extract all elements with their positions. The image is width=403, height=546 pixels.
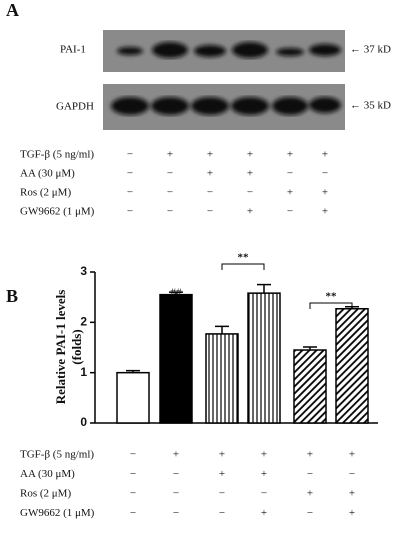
treatment-sign: − (287, 168, 293, 180)
y-tick-label: 2 (80, 315, 87, 329)
treatment-sign: − (219, 507, 225, 519)
treatment-sign: − (167, 168, 173, 180)
treatment-sign: + (287, 187, 293, 199)
treatment-sign: − (130, 468, 136, 480)
treatment-label: GW9662 (1 μM) (20, 507, 95, 519)
treatment-sign: − (287, 206, 293, 218)
treatment-sign: + (322, 149, 328, 161)
bar (247, 292, 281, 424)
treatment-sign: − (173, 488, 179, 500)
y-tick-label: 1 (80, 365, 87, 379)
treatment-sign: − (127, 206, 133, 218)
bar (116, 371, 150, 424)
treatment-sign: + (287, 149, 293, 161)
treatment-sign: − (127, 187, 133, 199)
treatment-label: AA (30 μM) (20, 168, 75, 180)
bracket (221, 263, 265, 270)
treatment-sign: − (219, 488, 225, 500)
annotation: ## (171, 287, 183, 299)
treatment-sign: + (307, 449, 313, 461)
treatment-sign: + (207, 149, 213, 161)
treatment-sign: + (173, 449, 179, 461)
treatment-sign: + (322, 187, 328, 199)
treatment-label: Ros (2 μM) (20, 187, 71, 199)
y-axis-label: Relative PAI-1 levels (53, 290, 68, 405)
treatment-sign: − (349, 468, 355, 480)
treatment-sign: + (247, 149, 253, 161)
treatment-label: AA (30 μM) (20, 468, 75, 480)
treatment-sign: − (167, 206, 173, 218)
treatment-sign: − (167, 187, 173, 199)
blot-label: PAI-1 (60, 44, 86, 56)
treatment-sign: − (322, 168, 328, 180)
bar (293, 349, 327, 424)
y-axis-label: (folds) (69, 329, 84, 364)
treatment-sign: + (261, 507, 267, 519)
treatment-sign: + (261, 468, 267, 480)
treatment-sign: + (167, 149, 173, 161)
annotation: ** (326, 291, 338, 303)
treatment-sign: − (207, 187, 213, 199)
treatment-sign: + (247, 206, 253, 218)
treatment-sign: + (349, 507, 355, 519)
treatment-sign: + (247, 168, 253, 180)
blot-pai1 (103, 30, 345, 72)
treatment-sign: − (173, 507, 179, 519)
bar (205, 333, 239, 424)
treatment-label: GW9662 (1 μM) (20, 206, 95, 218)
treatment-sign: − (127, 149, 133, 161)
bar (159, 293, 193, 424)
treatment-sign: − (307, 507, 313, 519)
treatment-sign: + (349, 449, 355, 461)
blot-label: GAPDH (56, 101, 94, 113)
treatment-sign: − (130, 449, 136, 461)
bar (335, 307, 369, 424)
treatment-sign: + (322, 206, 328, 218)
bracket (309, 302, 353, 309)
treatment-sign: + (261, 449, 267, 461)
treatment-sign: − (130, 488, 136, 500)
treatment-sign: − (261, 488, 267, 500)
treatment-sign: − (130, 507, 136, 519)
blot-gapdh (103, 84, 345, 130)
treatment-label: Ros (2 μM) (20, 488, 71, 500)
treatment-sign: + (307, 488, 313, 500)
treatment-sign: + (219, 449, 225, 461)
treatment-label: TGF-β (5 ng/ml) (20, 149, 94, 161)
treatment-sign: − (173, 468, 179, 480)
treatment-sign: − (127, 168, 133, 180)
panel-label: A (6, 0, 19, 20)
treatment-label: TGF-β (5 ng/ml) (20, 449, 94, 461)
annotation: ** (238, 252, 250, 264)
treatment-sign: + (219, 468, 225, 480)
y-tick-label: 0 (80, 415, 87, 429)
treatment-sign: − (207, 206, 213, 218)
size-label: ← 35 kD (350, 100, 391, 112)
y-tick-label: 3 (80, 264, 87, 278)
treatment-sign: − (247, 187, 253, 199)
treatment-sign: + (207, 168, 213, 180)
treatment-sign: − (307, 468, 313, 480)
size-label: ← 37 kD (350, 44, 391, 56)
panel-label: B (6, 286, 18, 306)
treatment-sign: + (349, 488, 355, 500)
